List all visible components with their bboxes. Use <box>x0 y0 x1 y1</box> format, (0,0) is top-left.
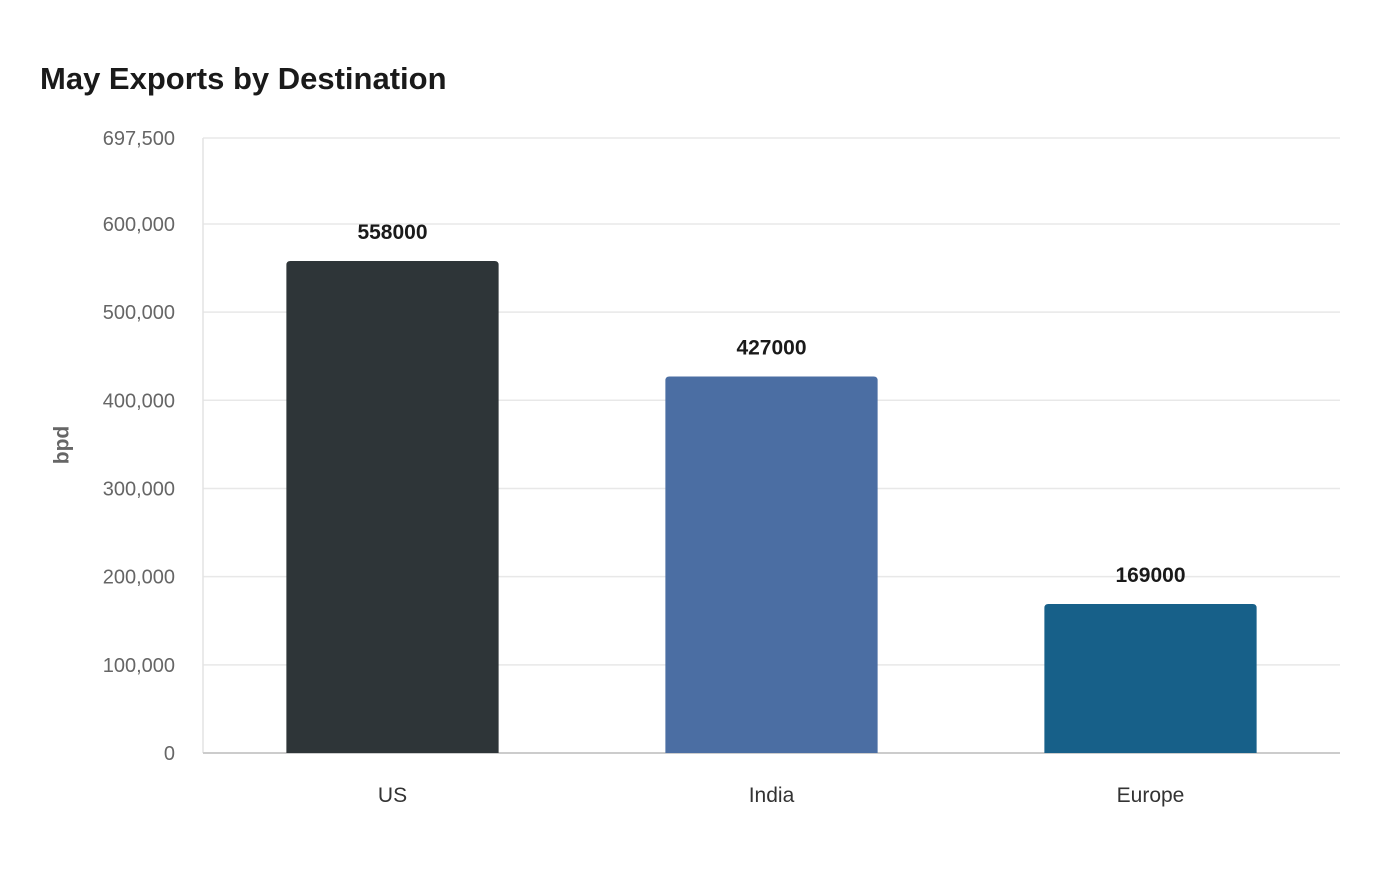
y-axis-title: bpd <box>51 426 74 464</box>
y-tick-label: 500,000 <box>103 302 175 324</box>
y-tick-label: 400,000 <box>103 390 175 412</box>
y-tick-label: 697,500 <box>103 128 175 150</box>
bars <box>286 261 1257 753</box>
bar-india <box>665 376 878 753</box>
bar-europe <box>1044 603 1257 753</box>
data-label: 169000 <box>1115 564 1185 587</box>
x-axis-categories: US India Europe <box>378 784 1184 807</box>
x-category-label: Europe <box>1117 784 1185 807</box>
y-tick-label: 100,000 <box>103 655 175 677</box>
y-tick-label: 600,000 <box>103 214 175 236</box>
data-label: 558000 <box>357 221 427 244</box>
y-tick-label: 200,000 <box>103 567 175 589</box>
data-labels: 558000 427000 169000 <box>357 221 1185 587</box>
y-axis-ticks: 0 100,000 200,000 300,000 400,000 500,000 600,… <box>103 128 175 765</box>
y-tick-label: 0 <box>164 743 175 765</box>
data-label: 427000 <box>736 337 806 360</box>
x-category-label: US <box>378 784 407 807</box>
chart-title: May Exports by Destination <box>40 61 447 96</box>
y-tick-label: 300,000 <box>103 478 175 500</box>
bar-us <box>286 261 499 753</box>
x-category-label: India <box>749 784 795 807</box>
